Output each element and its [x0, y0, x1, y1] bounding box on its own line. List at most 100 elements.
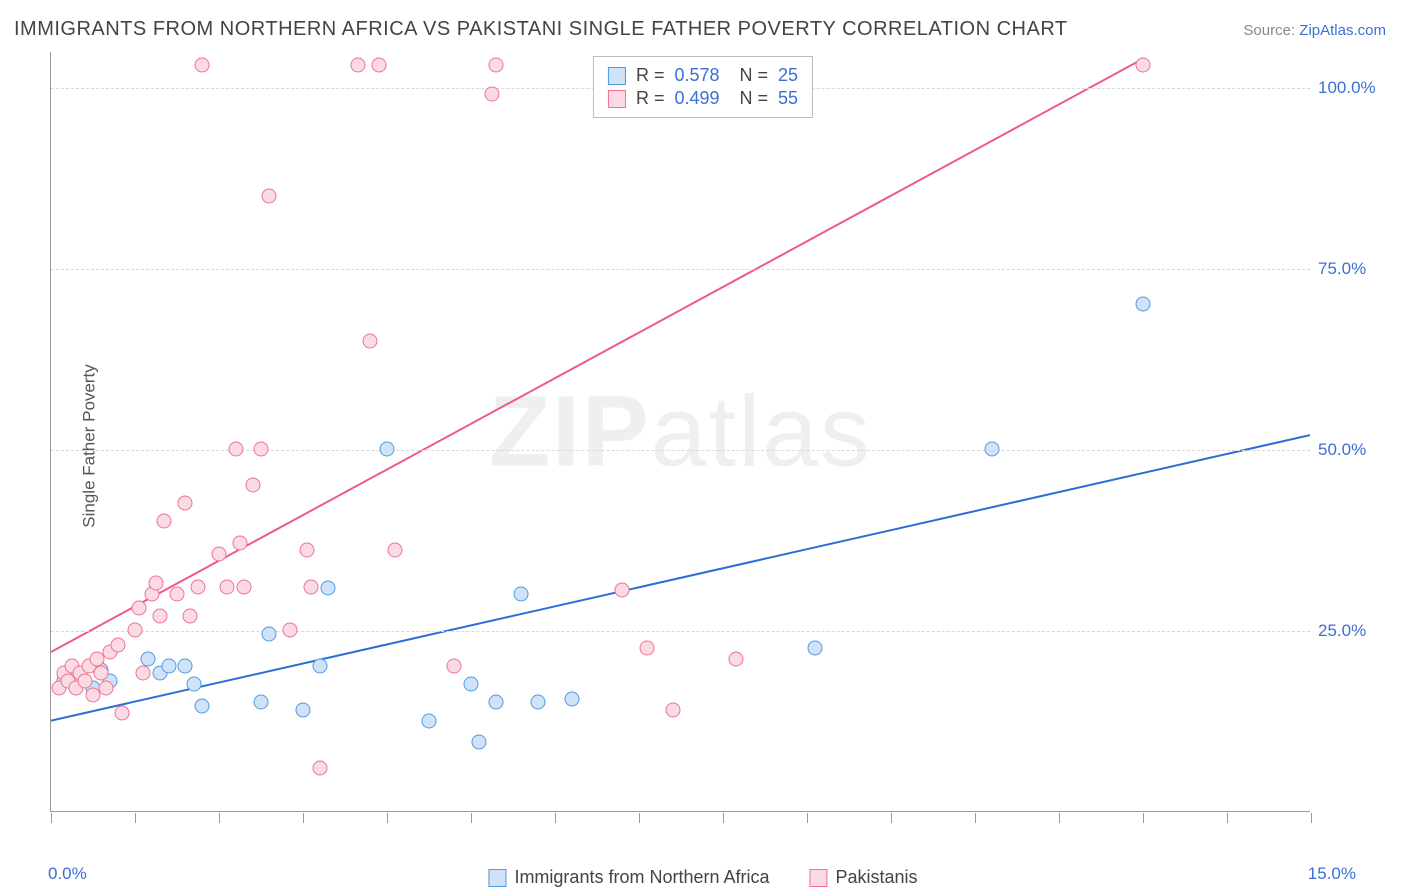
data-point-pk [233, 536, 248, 551]
y-tick-label: 25.0% [1318, 621, 1388, 641]
trend-line-pk [51, 59, 1142, 652]
source-attribution: Source: ZipAtlas.com [1243, 22, 1386, 39]
watermark-bold: ZIP [489, 375, 651, 487]
source-link[interactable]: ZipAtlas.com [1299, 22, 1386, 39]
y-tick-label: 50.0% [1318, 440, 1388, 460]
legend-swatch [488, 869, 506, 887]
watermark-thin: atlas [651, 375, 872, 487]
data-point-pk [489, 58, 504, 73]
x-tick [1059, 813, 1060, 823]
data-point-na [984, 442, 999, 457]
data-point-pk [388, 543, 403, 558]
data-point-pk [115, 706, 130, 721]
data-point-pk [228, 442, 243, 457]
data-point-pk [485, 87, 500, 102]
legend-swatch [608, 90, 626, 108]
gridline [51, 269, 1310, 270]
data-point-pk [300, 543, 315, 558]
data-point-pk [615, 583, 630, 598]
legend-item-pk: Pakistanis [810, 867, 918, 888]
data-point-na [472, 735, 487, 750]
data-point-pk [728, 652, 743, 667]
data-point-pk [350, 58, 365, 73]
data-point-pk [178, 496, 193, 511]
data-point-pk [191, 579, 206, 594]
scatter-plot-area: ZIPatlas 25.0%50.0%75.0%100.0% [50, 52, 1310, 812]
data-point-na [254, 695, 269, 710]
data-point-na [262, 626, 277, 641]
data-point-pk [98, 680, 113, 695]
chart-title: IMMIGRANTS FROM NORTHERN AFRICA VS PAKIS… [14, 18, 1068, 41]
data-point-na [808, 641, 823, 656]
data-point-na [178, 659, 193, 674]
x-tick [891, 813, 892, 823]
trend-line-na [51, 435, 1310, 721]
data-point-na [161, 659, 176, 674]
legend-label: Immigrants from Northern Africa [514, 867, 769, 888]
trend-lines [51, 52, 1310, 811]
n-label: N = [730, 88, 769, 109]
data-point-na [1136, 297, 1151, 312]
data-point-pk [94, 666, 109, 681]
stats-row-pk: R =0.499 N =55 [608, 88, 798, 109]
data-point-pk [195, 58, 210, 73]
data-point-pk [128, 623, 143, 638]
data-point-na [514, 586, 529, 601]
data-point-pk [1136, 58, 1151, 73]
data-point-pk [136, 666, 151, 681]
data-point-na [195, 699, 210, 714]
data-point-pk [312, 760, 327, 775]
data-point-na [140, 652, 155, 667]
x-tick [639, 813, 640, 823]
data-point-pk [245, 478, 260, 493]
data-point-pk [254, 442, 269, 457]
n-value: 55 [778, 88, 798, 109]
source-prefix: Source: [1243, 22, 1299, 39]
data-point-pk [304, 579, 319, 594]
data-point-pk [77, 673, 92, 688]
x-axis-min-label: 0.0% [48, 864, 87, 884]
legend-swatch [810, 869, 828, 887]
data-point-pk [283, 623, 298, 638]
y-tick-label: 75.0% [1318, 259, 1388, 279]
data-point-pk [149, 576, 164, 591]
x-tick [555, 813, 556, 823]
r-label: R = [636, 88, 665, 109]
data-point-na [422, 713, 437, 728]
r-value: 0.578 [674, 65, 719, 86]
x-tick [975, 813, 976, 823]
x-tick [471, 813, 472, 823]
x-tick [807, 813, 808, 823]
series-legend: Immigrants from Northern Africa Pakistani… [488, 867, 917, 888]
x-tick [1143, 813, 1144, 823]
data-point-pk [640, 641, 655, 656]
data-point-pk [262, 188, 277, 203]
data-point-na [531, 695, 546, 710]
data-point-pk [132, 601, 147, 616]
data-point-na [312, 659, 327, 674]
data-point-pk [157, 514, 172, 529]
x-tick [219, 813, 220, 823]
y-tick-label: 100.0% [1318, 78, 1388, 98]
x-tick [1311, 813, 1312, 823]
data-point-na [380, 442, 395, 457]
data-point-pk [665, 702, 680, 717]
n-value: 25 [778, 65, 798, 86]
x-tick [723, 813, 724, 823]
x-tick [303, 813, 304, 823]
data-point-na [321, 581, 336, 596]
x-tick [51, 813, 52, 823]
data-point-na [489, 695, 504, 710]
watermark: ZIPatlas [489, 374, 872, 489]
data-point-pk [447, 659, 462, 674]
legend-item-na: Immigrants from Northern Africa [488, 867, 769, 888]
x-tick [387, 813, 388, 823]
data-point-pk [153, 608, 168, 623]
data-point-pk [220, 579, 235, 594]
data-point-pk [182, 608, 197, 623]
x-tick [1227, 813, 1228, 823]
r-label: R = [636, 65, 665, 86]
data-point-pk [363, 333, 378, 348]
x-tick [135, 813, 136, 823]
gridline [51, 631, 1310, 632]
